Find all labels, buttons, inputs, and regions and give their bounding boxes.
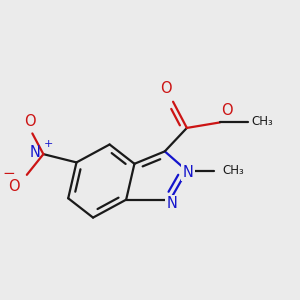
Text: O: O <box>8 179 20 194</box>
Text: CH₃: CH₃ <box>252 115 273 128</box>
Text: N: N <box>166 196 177 211</box>
Text: O: O <box>24 114 35 129</box>
Text: CH₃: CH₃ <box>223 164 244 177</box>
Text: N: N <box>183 165 194 180</box>
Text: N: N <box>30 145 40 160</box>
Text: −: − <box>2 166 15 181</box>
Text: O: O <box>160 81 172 96</box>
Text: +: + <box>44 140 54 149</box>
Text: O: O <box>221 103 233 118</box>
